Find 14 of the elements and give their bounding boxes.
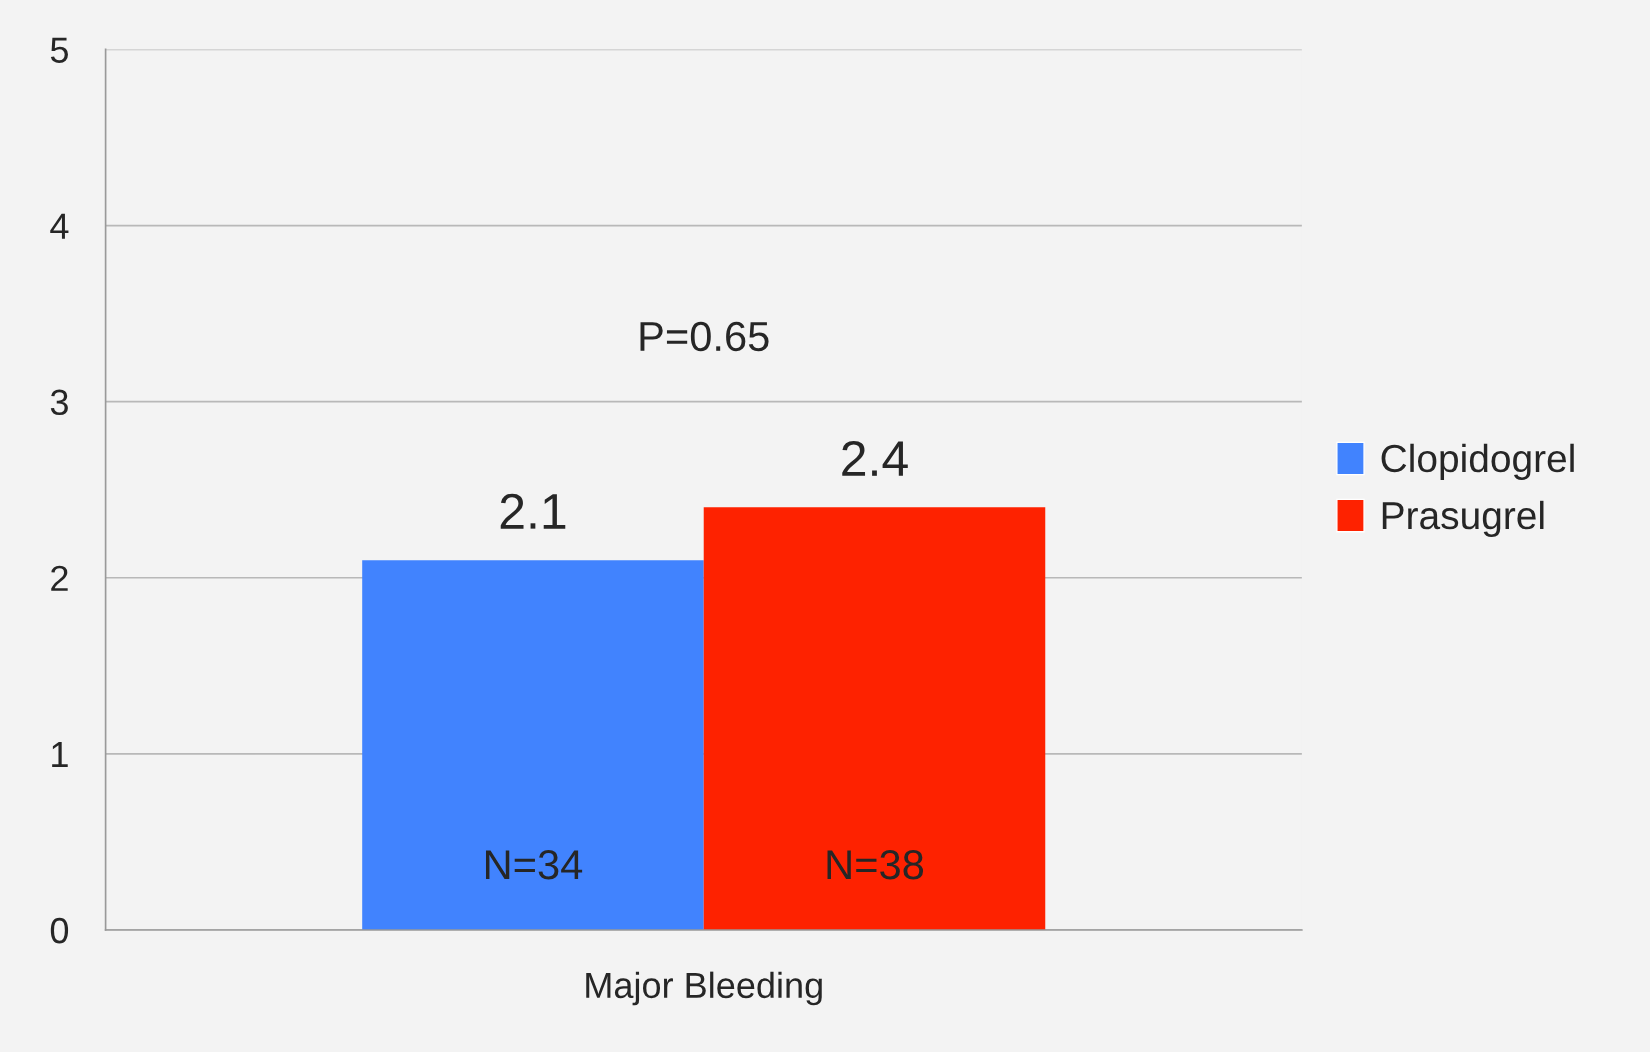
annotation: N=38 bbox=[827, 850, 924, 880]
y-tick-label: 2 bbox=[51, 565, 68, 591]
data-label: 2.4 bbox=[842, 440, 908, 476]
legend-label: Prasugrel bbox=[1382, 500, 1544, 538]
x-tick-label: Major Bleeding bbox=[586, 971, 822, 1006]
y-tick-label: 4 bbox=[50, 213, 69, 239]
legend-label: Clopidogrel bbox=[1381, 443, 1574, 480]
y-tick-label: 5 bbox=[50, 37, 68, 63]
annotation: N=34 bbox=[485, 850, 583, 880]
data-label: 2.1 bbox=[500, 493, 566, 529]
annotation: P=0.65 bbox=[640, 321, 769, 352]
y-tick-label: 1 bbox=[52, 742, 68, 767]
y-tick-label: 3 bbox=[50, 389, 68, 416]
y-tick-label: 0 bbox=[50, 917, 69, 944]
